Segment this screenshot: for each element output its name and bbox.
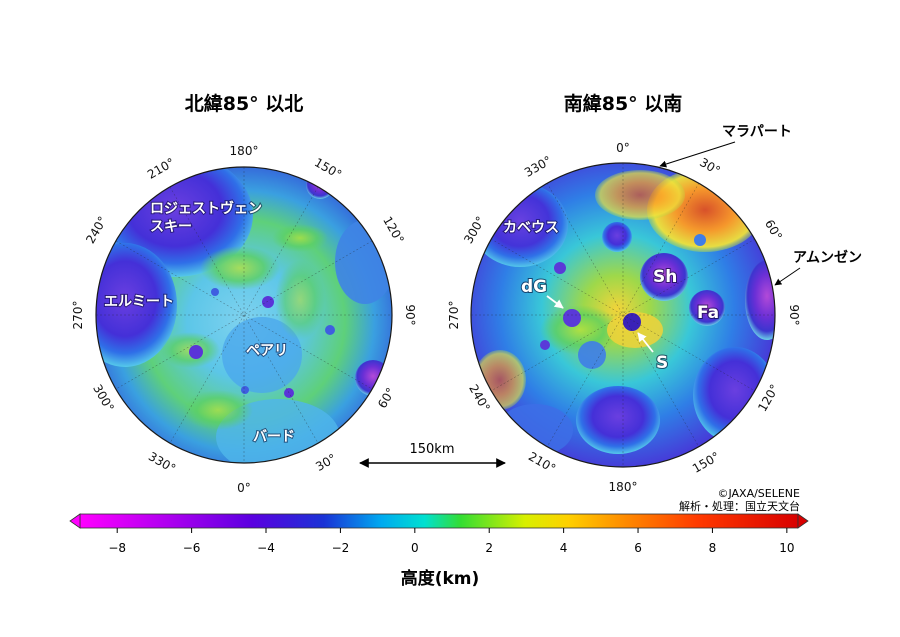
label-peary: ペアリ (246, 343, 288, 359)
south-label-270: 270° (447, 301, 461, 330)
label-byrd: バード (253, 429, 295, 445)
colorbar-tick-label: 10 (779, 541, 794, 555)
colorbar-tick-label: 4 (560, 541, 568, 555)
label-malapert: マラパート (722, 124, 792, 140)
north-label-90: 90° (403, 304, 417, 325)
north-label-0: 0° (237, 481, 251, 495)
label-amundsen: アムンゼン (793, 249, 862, 266)
colorbar-tick-label: 2 (485, 541, 493, 555)
amundsen-arrow (774, 267, 801, 286)
south-label-30: 30° (697, 155, 722, 178)
colorbar-tick-label: −2 (332, 541, 350, 555)
colorbar-tick-label: 8 (709, 541, 717, 555)
north-label-210: 210° (145, 155, 177, 182)
label-shoemaker: Sh (653, 267, 677, 287)
north-label-330: 330° (146, 449, 178, 476)
north-pole-map (95, 166, 393, 464)
north-label-300: 300° (90, 382, 117, 414)
shackleton-arrow (637, 332, 654, 353)
south-feature-labels: マラパート アムンゼン カベウス dG Sh Fa S (502, 124, 862, 374)
south-label-180: 180° (609, 480, 638, 494)
north-label-240: 240° (83, 214, 110, 246)
colorbar-max-extend (797, 513, 809, 529)
label-shackleton: S (656, 353, 668, 373)
south-pole-map (470, 162, 776, 468)
north-label-270: 270° (71, 301, 85, 330)
north-pole-title: 北緯85° 以北 (185, 92, 304, 115)
scale-bar-label: 150km (409, 442, 454, 457)
north-label-60: 60° (375, 385, 398, 410)
colorbar-tick-label: 6 (634, 541, 642, 555)
label-hermite: エルミート (104, 294, 174, 310)
north-label-150: 150° (312, 155, 344, 182)
south-label-0: 0° (616, 141, 630, 155)
south-label-120: 120° (755, 382, 782, 414)
malapert-arrow (659, 141, 736, 168)
north-feature-labels: ロジェストヴェン スキー エルミート ペアリ バード (103, 199, 296, 446)
colorbar-ticks: −8 −6 −4 −2 0 2 4 6 8 10 (108, 528, 794, 555)
colorbar-tick-label: −4 (257, 541, 275, 555)
south-label-60: 60° (762, 217, 785, 242)
south-pole-title: 南緯85° 以南 (564, 92, 683, 115)
label-rozhdestvensky-line2: スキー (150, 219, 192, 235)
label-rozhdestvensky-line1: ロジェストヴェン (150, 200, 262, 217)
label-de-gerlache: dG (521, 277, 547, 297)
south-label-330: 330° (522, 153, 554, 180)
label-faustini: Fa (697, 303, 719, 323)
scale-bar: 150km (359, 442, 506, 468)
credit-jaxa: ©JAXA/SELENE (717, 487, 800, 500)
colorbar-tick-label: −6 (183, 541, 201, 555)
label-cabeus: カベウス (503, 220, 559, 236)
elevation-colorbar: −8 −6 −4 −2 0 2 4 6 8 10 高度(km) (69, 513, 809, 589)
colorbar-min-extend (69, 513, 81, 529)
north-label-120: 120° (380, 214, 407, 246)
north-label-180: 180° (230, 144, 259, 158)
south-label-300: 300° (461, 214, 488, 246)
colorbar-tick-label: 0 (411, 541, 419, 555)
south-label-150: 150° (690, 449, 722, 476)
colorbar-tick-label: −8 (108, 541, 126, 555)
credit-naoj: 解析・処理：国立天文台 (679, 499, 800, 513)
de-gerlache-arrow (546, 295, 564, 309)
south-label-90: 90° (787, 304, 801, 325)
colorbar-title: 高度(km) (401, 568, 480, 589)
south-label-210: 210° (526, 449, 558, 476)
north-label-30: 30° (313, 451, 338, 474)
